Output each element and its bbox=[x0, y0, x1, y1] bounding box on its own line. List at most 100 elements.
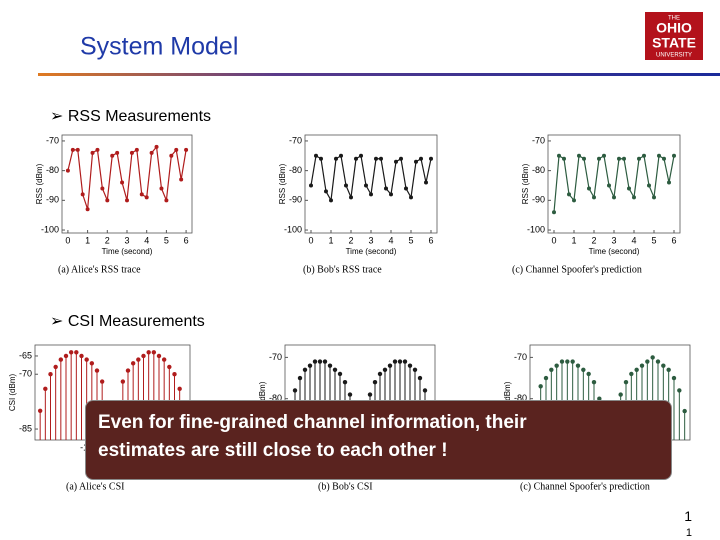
stem-head bbox=[661, 363, 666, 368]
chart-caption: (a) Alice's RSS trace bbox=[58, 264, 141, 275]
stem-head bbox=[167, 364, 172, 370]
chart-caption: (c) Channel Spoofer's prediction bbox=[520, 481, 650, 492]
stem-head bbox=[549, 367, 554, 372]
stem-head bbox=[682, 408, 687, 414]
x-tick-label: 0 bbox=[65, 235, 70, 245]
x-tick-label: 1 bbox=[328, 235, 333, 245]
stem-head bbox=[586, 371, 591, 377]
stem-head bbox=[317, 359, 323, 364]
trace-point bbox=[349, 195, 353, 200]
stem-head bbox=[347, 392, 353, 397]
x-tick-label: 6 bbox=[428, 235, 433, 245]
stem-head bbox=[74, 350, 79, 355]
trace-point bbox=[622, 156, 626, 161]
stem-head bbox=[342, 379, 348, 385]
trace-point bbox=[334, 156, 338, 161]
callout-line: Even for fine-grained channel informatio… bbox=[98, 412, 527, 433]
trace-point bbox=[602, 153, 606, 158]
y-tick-label: -65 bbox=[19, 350, 32, 360]
callout-line: estimates are still close to each other … bbox=[98, 440, 448, 461]
stem-head bbox=[302, 367, 308, 372]
chart-caption: (c) Channel Spoofer's prediction bbox=[512, 264, 642, 275]
stem-head bbox=[655, 359, 661, 364]
x-tick-label: 1 bbox=[85, 235, 90, 245]
stem-head bbox=[597, 396, 602, 401]
trace-point bbox=[597, 156, 601, 161]
x-tick-label: 2 bbox=[591, 235, 596, 245]
stem-head bbox=[570, 359, 575, 364]
stem-head bbox=[37, 408, 43, 413]
trace-point bbox=[394, 159, 398, 164]
stem-head bbox=[392, 359, 398, 364]
trace-point bbox=[672, 153, 676, 158]
y-axis-label: RSS (dBm) bbox=[278, 163, 287, 204]
trace-point bbox=[139, 192, 144, 197]
stem-head bbox=[639, 363, 645, 368]
x-tick-label: 3 bbox=[611, 235, 616, 245]
trace-point bbox=[562, 156, 566, 161]
trace-point bbox=[179, 177, 184, 182]
trace-point bbox=[384, 186, 388, 191]
trace-point bbox=[100, 186, 105, 191]
trace-point bbox=[389, 192, 393, 197]
trace-point bbox=[344, 183, 348, 188]
trace-point bbox=[667, 180, 671, 185]
stem-head bbox=[422, 388, 428, 393]
trace-point bbox=[647, 183, 651, 188]
stem-head bbox=[677, 388, 682, 393]
x-tick-label: 6 bbox=[184, 235, 189, 245]
chart-caption: (b) Bob's CSI bbox=[318, 481, 373, 492]
x-tick-label: 5 bbox=[651, 235, 656, 245]
trace-point bbox=[612, 195, 616, 200]
stem-head bbox=[629, 371, 634, 377]
trace-point bbox=[110, 153, 115, 158]
y-tick-label: -80 bbox=[532, 165, 545, 175]
bullet: ➢ CSI Measurements bbox=[50, 313, 205, 330]
stem-head bbox=[645, 359, 650, 364]
trace-point bbox=[149, 150, 154, 155]
trace-point bbox=[154, 144, 159, 149]
y-tick-label: -80 bbox=[46, 165, 59, 175]
trace-point bbox=[632, 195, 636, 200]
trace-point bbox=[95, 147, 100, 152]
x-tick-label: 3 bbox=[124, 235, 129, 245]
y-axis-label: (dBm) bbox=[258, 381, 267, 403]
stem-head bbox=[99, 379, 105, 384]
trace-point bbox=[414, 159, 418, 164]
stem-head bbox=[156, 353, 162, 359]
trace-point bbox=[577, 153, 581, 158]
y-tick-label: -85 bbox=[19, 423, 32, 433]
chart-caption: (b) Bob's RSS trace bbox=[303, 264, 382, 275]
stem-head bbox=[94, 368, 100, 373]
trace-point bbox=[627, 186, 631, 191]
page-number: 1 bbox=[685, 527, 692, 539]
stem-head bbox=[68, 350, 74, 355]
trace-point bbox=[80, 192, 85, 197]
stem-head bbox=[382, 367, 388, 372]
x-tick-label: 3 bbox=[368, 235, 373, 245]
slide-title: System Model bbox=[80, 33, 238, 61]
stem-head bbox=[327, 363, 333, 368]
trace-point bbox=[557, 153, 561, 158]
trace-point bbox=[369, 192, 373, 197]
stem-head bbox=[322, 359, 328, 364]
y-axis-label: RSS (dBm) bbox=[35, 163, 44, 204]
trace-point bbox=[90, 150, 95, 155]
stem-head bbox=[575, 363, 581, 368]
trace-point bbox=[75, 147, 80, 152]
trace-point bbox=[419, 156, 423, 161]
y-tick-label: -70 bbox=[46, 135, 59, 145]
stem-head bbox=[543, 375, 549, 381]
trace-point bbox=[379, 156, 383, 161]
stem-head bbox=[554, 363, 559, 368]
stem-head bbox=[650, 355, 655, 360]
trace-point bbox=[115, 150, 120, 155]
trace-point bbox=[164, 198, 169, 203]
stem-head bbox=[407, 363, 413, 368]
trace-point bbox=[567, 192, 571, 197]
stem-head bbox=[141, 353, 146, 359]
trace-point bbox=[409, 195, 413, 200]
stem-head bbox=[125, 368, 131, 373]
trace-point bbox=[637, 156, 641, 161]
trace-point bbox=[642, 153, 646, 158]
